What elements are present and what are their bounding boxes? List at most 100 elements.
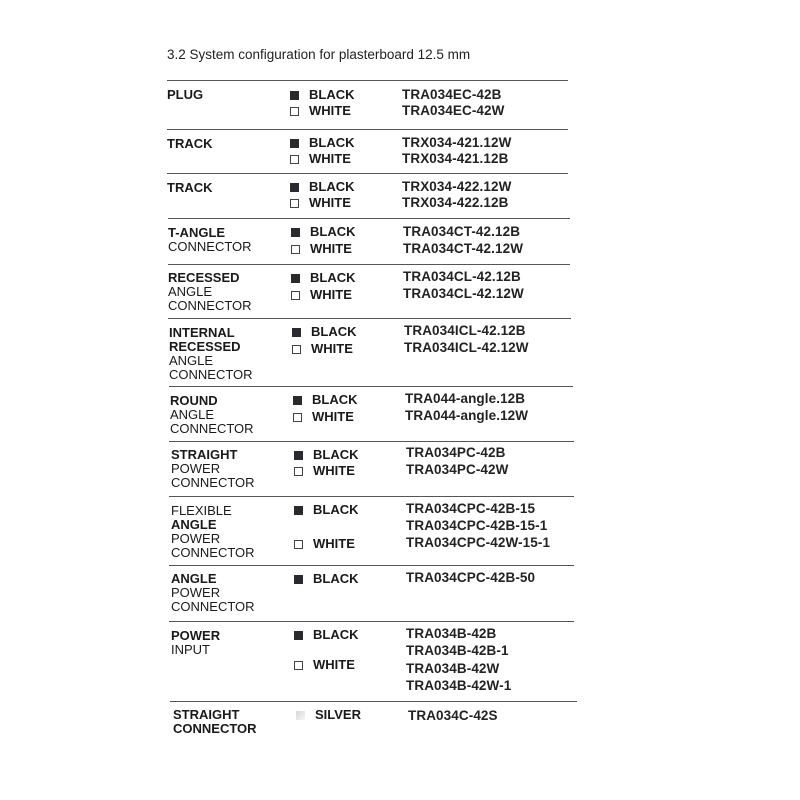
color-label: WHITE: [309, 151, 351, 166]
black-swatch-icon: [292, 328, 301, 337]
article-code: TRX034-421.12W: [402, 135, 512, 150]
row-divider: [167, 173, 568, 174]
article-code: TRX034-422.12W: [402, 179, 512, 194]
color-label: BLACK: [309, 87, 355, 102]
component-name-line: T-ANGLE: [168, 225, 226, 240]
color-label: WHITE: [313, 463, 355, 478]
white-swatch-icon: [293, 413, 302, 422]
article-code: TRA034EC-42W: [402, 103, 505, 118]
white-swatch-icon: [290, 155, 299, 164]
black-swatch-icon: [290, 183, 299, 192]
white-swatch-icon: [294, 661, 303, 670]
article-code: TRA034B-42W: [406, 661, 500, 676]
component-name-line: CONNECTOR: [173, 721, 257, 736]
article-code: TRA044-angle.12B: [405, 391, 526, 406]
article-code: TRA034CL-42.12W: [403, 286, 524, 301]
row-divider: [167, 80, 568, 81]
component-name-line: TRACK: [167, 180, 213, 195]
component-name-line: CONNECTOR: [171, 599, 255, 614]
row-divider: [167, 264, 570, 265]
black-swatch-icon: [294, 451, 303, 460]
component-name-line: CONNECTOR: [169, 367, 253, 382]
row-divider: [167, 218, 570, 219]
article-code: TRA034CPC-42B-15: [406, 501, 536, 516]
component-name-line: CONNECTOR: [168, 298, 252, 313]
color-label: BLACK: [310, 270, 356, 285]
row-divider: [168, 386, 573, 387]
component-name-line: ANGLE: [171, 517, 217, 532]
article-code: TRA034PC-42B: [406, 445, 506, 460]
article-code: TRA034B-42B: [406, 626, 497, 641]
black-swatch-icon: [294, 575, 303, 584]
color-label: WHITE: [313, 657, 355, 672]
component-name-line: RECESSED: [169, 339, 241, 354]
white-swatch-icon: [294, 540, 303, 549]
article-code: TRA044-angle.12W: [405, 408, 529, 423]
color-label: BLACK: [313, 627, 359, 642]
component-name-line: TRACK: [167, 136, 213, 151]
article-code: TRA034CPC-42B-50: [406, 570, 536, 585]
row-divider: [169, 621, 574, 622]
article-code: TRA034CPC-42B-15-1: [406, 518, 548, 533]
row-divider: [169, 441, 574, 442]
row-divider: [169, 565, 574, 566]
component-name-line: CONNECTOR: [168, 239, 252, 254]
component-name-line: ANGLE: [171, 571, 217, 586]
color-label: BLACK: [311, 324, 357, 339]
component-name-line: ANGLE: [170, 407, 215, 422]
article-code: TRX034-422.12B: [402, 195, 509, 210]
row-divider: [167, 129, 568, 130]
white-swatch-icon: [292, 345, 301, 354]
component-name-line: FLEXIBLE: [171, 503, 232, 518]
color-label: BLACK: [313, 571, 359, 586]
color-label: WHITE: [309, 195, 351, 210]
article-code: TRA034EC-42B: [402, 87, 502, 102]
component-name-line: INPUT: [171, 642, 210, 657]
color-label: WHITE: [309, 103, 351, 118]
color-label: BLACK: [310, 224, 356, 239]
white-swatch-icon: [291, 291, 300, 300]
component-name-line: ANGLE: [168, 284, 213, 299]
color-label: WHITE: [313, 536, 355, 551]
black-swatch-icon: [291, 274, 300, 283]
component-name-line: PLUG: [167, 87, 204, 102]
row-divider: [170, 701, 577, 702]
silver-swatch-icon: [296, 711, 305, 720]
component-name-line: ANGLE: [169, 353, 214, 368]
section-title: 3.2 System configuration for plasterboar…: [167, 47, 471, 62]
component-name-line: RECESSED: [168, 270, 240, 285]
white-swatch-icon: [290, 199, 299, 208]
article-code: TRA034CT-42.12W: [403, 241, 524, 256]
black-swatch-icon: [290, 91, 299, 100]
row-divider: [168, 318, 571, 319]
color-label: WHITE: [312, 409, 354, 424]
article-code: TRA034CL-42.12B: [403, 269, 521, 284]
component-name-line: POWER: [171, 461, 221, 476]
color-label: BLACK: [313, 447, 359, 462]
color-label: BLACK: [312, 392, 358, 407]
article-code: TRX034-421.12B: [402, 151, 509, 166]
component-name-line: CONNECTOR: [170, 421, 254, 436]
article-code: TRA034C-42S: [408, 708, 498, 723]
article-code: TRA034CT-42.12B: [403, 224, 521, 239]
article-code: TRA034CPC-42W-15-1: [406, 535, 551, 550]
component-name-line: STRAIGHT: [171, 447, 238, 462]
row-divider: [169, 496, 574, 497]
article-code: TRA034B-42W-1: [406, 678, 512, 693]
color-label: WHITE: [311, 341, 353, 356]
black-swatch-icon: [294, 506, 303, 515]
color-label: WHITE: [310, 241, 352, 256]
component-name-line: STRAIGHT: [173, 707, 240, 722]
article-code: TRA034PC-42W: [406, 462, 509, 477]
black-swatch-icon: [291, 228, 300, 237]
white-swatch-icon: [290, 107, 299, 116]
color-label: SILVER: [315, 707, 361, 722]
color-label: BLACK: [313, 502, 359, 517]
article-code: TRA034ICL-42.12B: [404, 323, 526, 338]
component-name-line: ROUND: [170, 393, 218, 408]
white-swatch-icon: [291, 245, 300, 254]
black-swatch-icon: [294, 631, 303, 640]
article-code: TRA034B-42B-1: [406, 643, 509, 658]
article-code: TRA034ICL-42.12W: [404, 340, 529, 355]
